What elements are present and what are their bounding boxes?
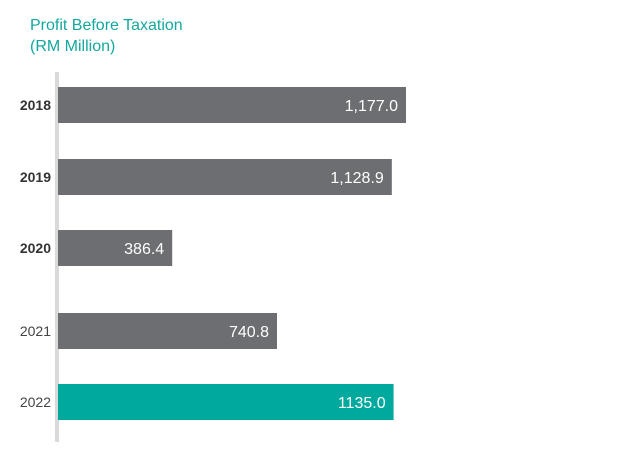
bar-2018 — [58, 87, 406, 123]
data-label-2022: 1135.0 — [338, 395, 386, 412]
bar-2021 — [58, 313, 277, 349]
data-label-2019: 1,128.9 — [330, 170, 383, 187]
data-label-2018: 1,177.0 — [345, 98, 398, 115]
tick-label-2021: 2021 — [20, 323, 51, 339]
tick-label-2019: 2019 — [20, 169, 51, 185]
bar-2019 — [58, 159, 392, 195]
bar-2022 — [58, 384, 394, 420]
bars-group — [58, 87, 406, 420]
chart-title: Profit Before Taxation (RM Million) — [30, 15, 183, 57]
tick-label-2018: 2018 — [20, 97, 51, 113]
chart-title-line-2: (RM Million) — [30, 38, 116, 55]
labels-group: 2018 1,177.0 2019 1,128.9 2020 386.4 2021 740.8… — [20, 97, 398, 412]
bar-2020 — [58, 230, 173, 266]
data-label-2020: 386.4 — [124, 241, 164, 258]
tick-label-2022: 2022 — [20, 394, 51, 410]
chart-title-line-1: Profit Before Taxation — [30, 17, 183, 34]
data-label-2021: 740.8 — [229, 324, 269, 341]
tick-label-2020: 2020 — [20, 240, 51, 256]
